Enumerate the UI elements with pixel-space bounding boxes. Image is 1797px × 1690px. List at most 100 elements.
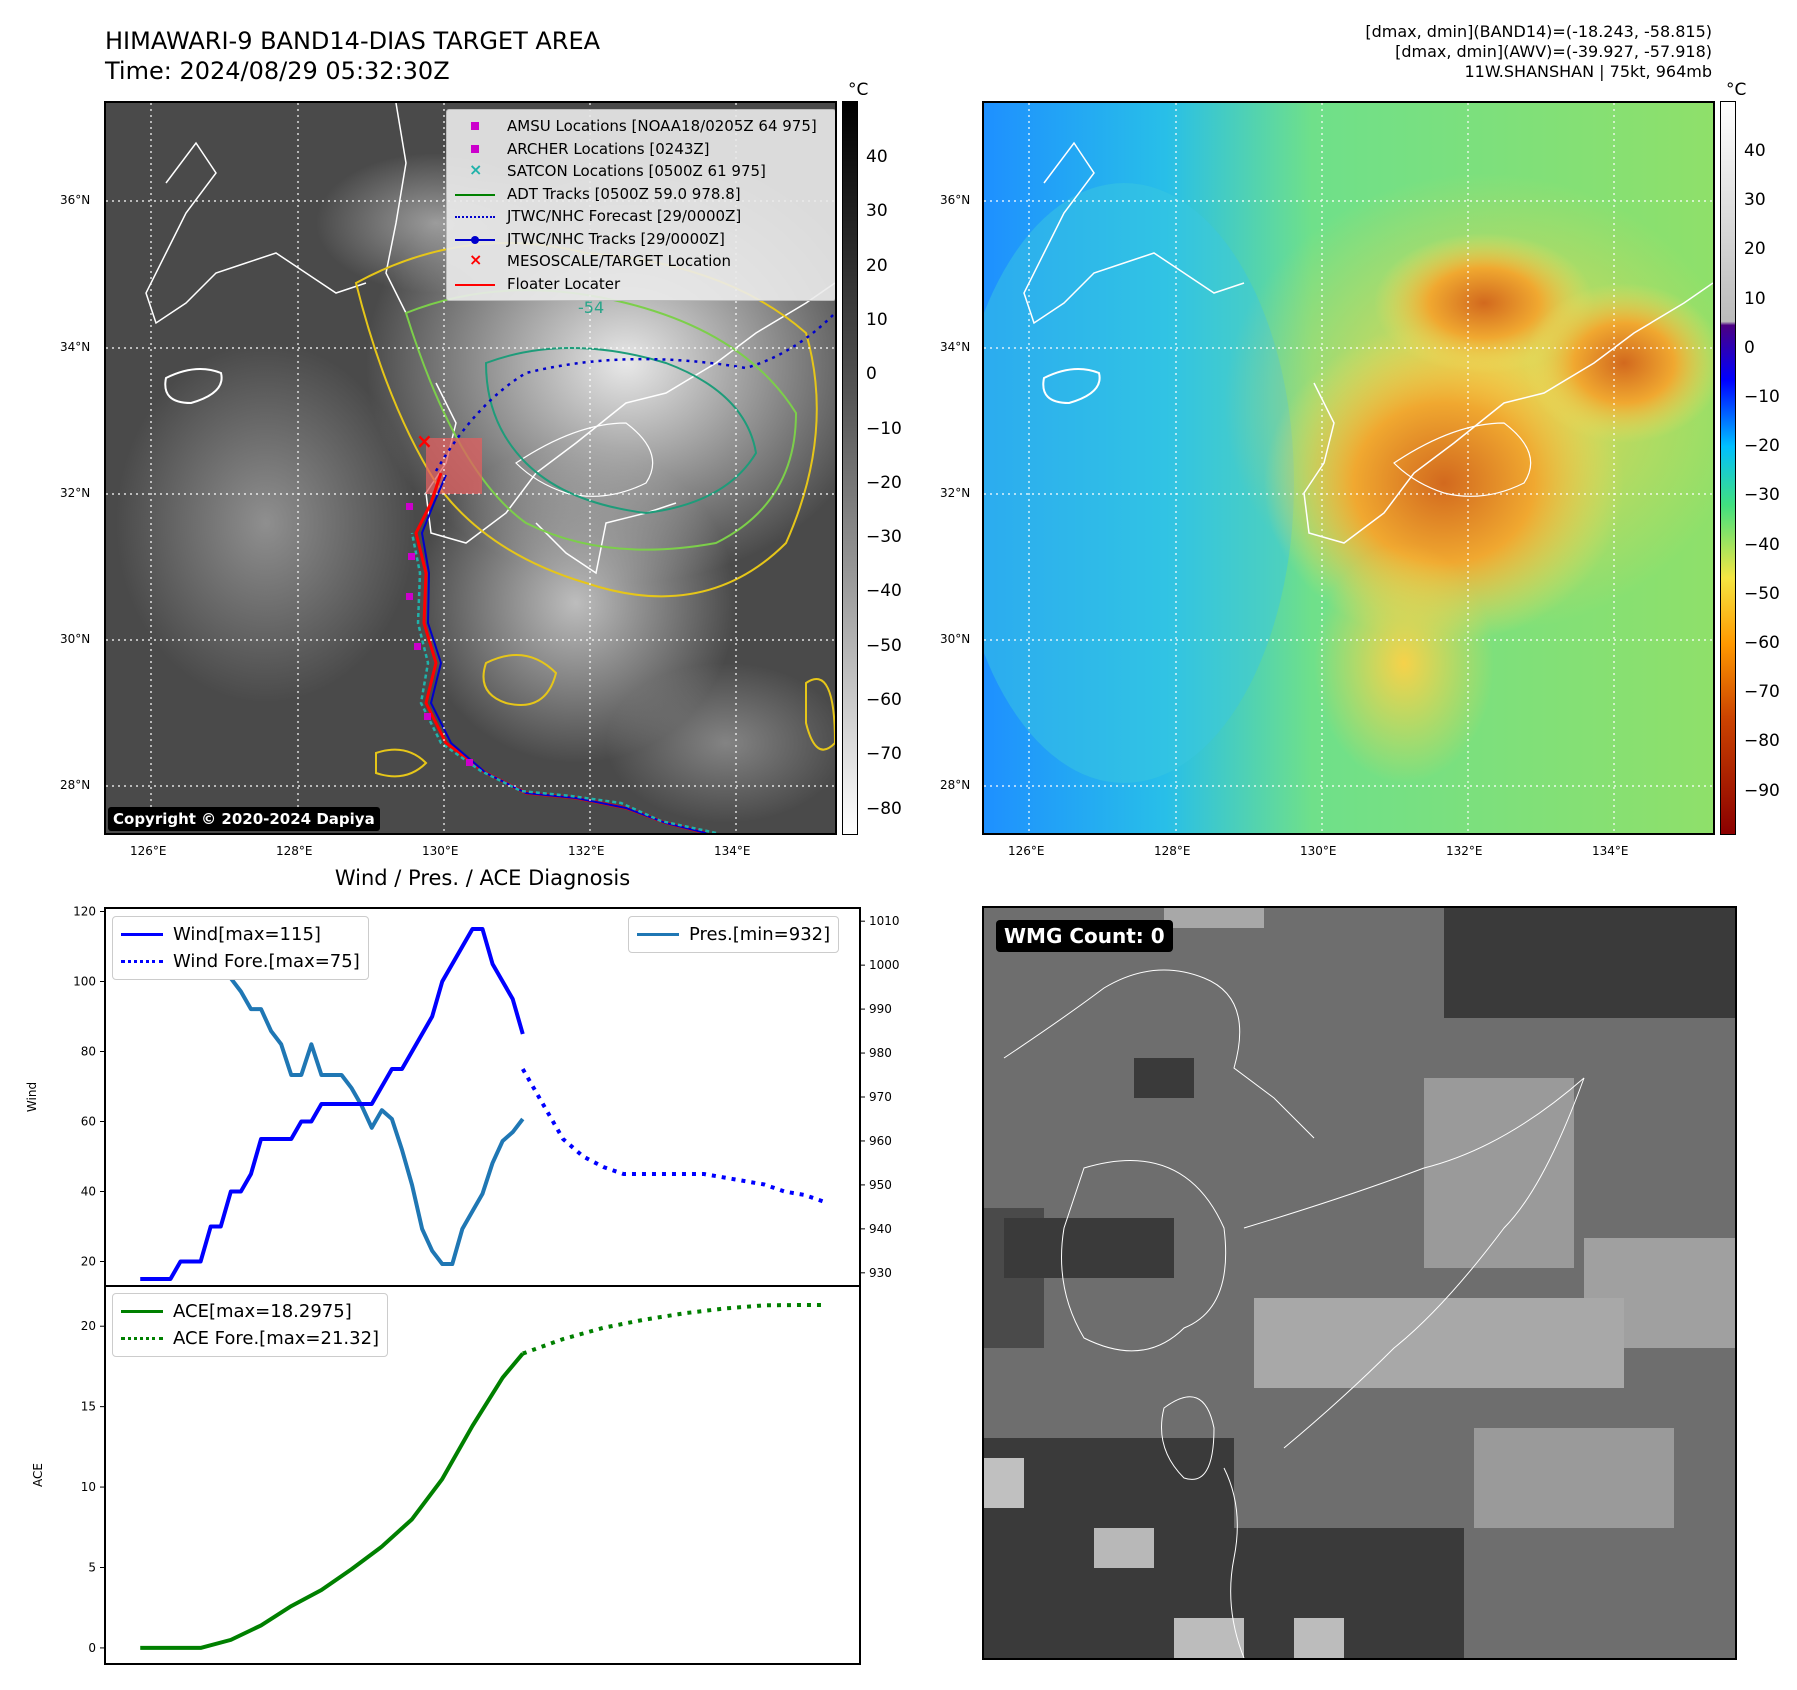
lon-label: 130°E (422, 844, 459, 858)
pres-tick-label: 1010 (869, 914, 900, 928)
color-colorbar-tick-label: −30 (1744, 485, 1780, 506)
lat-label: 36°N (940, 193, 971, 207)
forecast-dotted-icon (455, 210, 495, 222)
pres-tick-label: 930 (869, 1266, 892, 1280)
color-colorbar-tick-label: −90 (1744, 780, 1780, 801)
color-colorbar-tick-label: −60 (1744, 633, 1780, 653)
ace-tick-label: 20 (81, 1319, 96, 1333)
color-colorbar-tick-label: 30 (1744, 190, 1766, 211)
lat-label: 34°N (940, 340, 971, 354)
ace-series-line (140, 1352, 525, 1650)
color-colorbar (1720, 101, 1736, 835)
color-colorbar-unit: °C (1726, 80, 1747, 100)
adt-line-icon (455, 188, 495, 200)
color-colorbar-tick-label: 10 (1744, 288, 1766, 309)
lat-label: 36°N (60, 193, 91, 207)
ir-colorbar-tick-label: −10 (866, 418, 902, 439)
wmg-panel: WMG Count: 0 (982, 906, 1737, 1660)
ace-tick-label: 0 (88, 1641, 96, 1655)
pres-tick-label: 950 (869, 1178, 892, 1192)
legend-archer: ARCHER Locations [0243Z] (455, 138, 827, 161)
wind-axis-label: Wind (25, 1082, 39, 1112)
floater-line-icon (455, 278, 495, 290)
lat-label: 34°N (60, 340, 91, 354)
lat-label: 30°N (940, 632, 971, 646)
info-line-3: 11W.SHANSHAN | 75kt, 964mb (1464, 62, 1712, 81)
ir-colorbar-tick-label: 0 (866, 364, 877, 385)
pres-tick-label: 970 (869, 1090, 892, 1104)
legend-floater: Floater Locater (455, 273, 827, 296)
ir-colorbar-unit: °C (848, 80, 869, 100)
title-line-2: Time: 2024/08/29 05:32:30Z (105, 57, 450, 85)
storm-info: [dmax, dmin](BAND14)=(-18.243, -58.815) … (1365, 22, 1712, 82)
lon-label: 134°E (714, 844, 751, 858)
wind-forecast-series-line (521, 1068, 826, 1204)
ace-solid-line-icon (121, 1310, 163, 1313)
legend-jtwc-forecast: JTWC/NHC Forecast [29/0000Z] (455, 205, 827, 228)
pres-tick-label: 960 (869, 1134, 892, 1148)
wind-legend: Wind[max=115] Wind Fore.[max=75] (112, 916, 369, 980)
info-line-2: [dmax, dmin](AWV)=(-39.927, -57.918) (1395, 42, 1712, 61)
wind-dotted-line-icon (121, 960, 163, 963)
ace-fore-legend-entry: ACE Fore.[max=21.32] (121, 1325, 379, 1352)
title-line-1: HIMAWARI-9 BAND14-DIAS TARGET AREA (105, 27, 601, 55)
color-colorbar-tick-label: −50 (1744, 583, 1780, 604)
color-colorbar-tick-label: −80 (1744, 731, 1780, 752)
pres-tick-label: 990 (869, 1002, 892, 1016)
pres-legend-entry: Pres.[min=932] (637, 921, 830, 948)
wind-tick-label: 60 (81, 1115, 96, 1129)
pres-tick-label: 940 (869, 1222, 892, 1236)
ir-colorbar-tick-label: 10 (866, 309, 888, 330)
wind-tick-label: 20 (81, 1255, 96, 1269)
pressure-legend: Pres.[min=932] (628, 916, 840, 953)
diagnosis-title: Wind / Pres. / ACE Diagnosis (334, 866, 631, 890)
amsu-marker-icon (455, 120, 495, 132)
info-line-1: [dmax, dmin](BAND14)=(-18.243, -58.815) (1365, 22, 1712, 41)
ir-colorbar-tick-label: 30 (866, 201, 888, 222)
pres-line-icon (637, 933, 679, 936)
ace-axis-label: ACE (31, 1463, 45, 1487)
lon-label: 126°E (1008, 844, 1045, 858)
legend-satcon: × SATCON Locations [0500Z 61 975] (455, 160, 827, 183)
target-x-icon: × (469, 250, 483, 270)
copyright-badge: Copyright © 2020-2024 Dapiya (108, 807, 380, 831)
wind-legend-entry: Wind[max=115] (121, 921, 360, 948)
ace-axes-frame (104, 1285, 861, 1665)
lat-label: 30°N (60, 632, 91, 646)
legend-adt: ADT Tracks [0500Z 59.0 978.8] (455, 183, 827, 206)
wind-tick-label: 100 (73, 975, 96, 989)
ir-colorbar-tick-label: −50 (866, 635, 902, 656)
color-map-panel (982, 101, 1715, 835)
legend-amsu: AMSU Locations [NOAA18/0205Z 64 975] (455, 115, 827, 138)
pres-tick-label: 1000 (869, 958, 900, 972)
pressure-series-line (140, 927, 525, 1267)
color-colorbar-tick-label: 20 (1744, 239, 1766, 260)
ace-legend: ACE[max=18.2975] ACE Fore.[max=21.32] (112, 1293, 389, 1357)
wmg-count-badge: WMG Count: 0 (996, 920, 1173, 952)
lon-label: 128°E (276, 844, 313, 858)
color-colorbar-tick-label: 40 (1744, 141, 1766, 161)
lon-label: 126°E (130, 844, 167, 858)
ir-colorbar-tick-label: −30 (866, 527, 902, 548)
ir-colorbar-tick-label: 20 (866, 255, 888, 276)
lat-label: 32°N (60, 486, 91, 500)
wind-solid-line-icon (121, 933, 163, 936)
ir-colorbar-tick-label: 40 (866, 147, 888, 167)
legend-target: × MESOSCALE/TARGET Location (455, 250, 827, 273)
color-colorbar-tick-label: −20 (1744, 436, 1780, 457)
lon-label: 130°E (1300, 844, 1337, 858)
color-colorbar-tick-label: −40 (1744, 534, 1780, 555)
map-legend: AMSU Locations [NOAA18/0205Z 64 975] ARC… (446, 109, 835, 301)
color-colorbar-tick-label: −10 (1744, 387, 1780, 407)
ir-map-panel: × -54 AMSU Locations [NOAA18/0205Z 64 97… (104, 101, 837, 835)
satcon-marker-icon: × (469, 160, 483, 180)
wind-tick-label: 80 (81, 1045, 96, 1059)
ace-forecast-series-line (522, 1302, 825, 1356)
lat-label: 28°N (60, 778, 91, 792)
legend-jtwc-tracks: JTWC/NHC Tracks [29/0000Z] (455, 228, 827, 251)
diagnosis-chart: 2040608010012093094095096097098099010001… (25, 905, 900, 1665)
archer-marker-icon (455, 143, 495, 155)
lat-label: 32°N (940, 486, 971, 500)
ace-legend-entry: ACE[max=18.2975] (121, 1298, 379, 1325)
lon-label: 134°E (1592, 844, 1629, 858)
